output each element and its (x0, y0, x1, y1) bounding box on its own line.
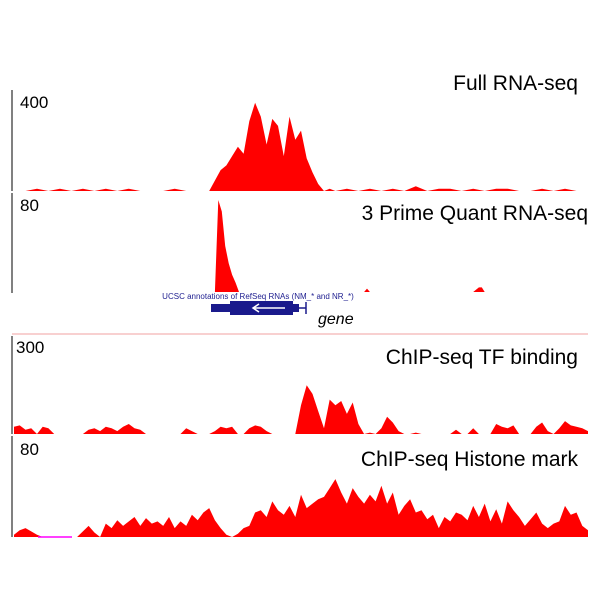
signal-area-track-1 (14, 102, 588, 191)
track-2-max-label: 80 (20, 196, 39, 215)
track-full-rna-seq: Full RNA-seq 400 (11, 72, 588, 191)
track-3-signal (14, 385, 588, 434)
strand-arrow-icon (251, 303, 285, 313)
gene-label: gene (318, 311, 354, 328)
signal-area-track-3 (14, 385, 588, 434)
track-1-signal (14, 102, 588, 191)
gene-utr-left (211, 304, 230, 312)
gene-utr-right (293, 304, 299, 312)
track-3prime-quant-rna-seq: 3 Prime Quant RNA-seq 80 (11, 193, 588, 293)
track-1-max-label: 400 (20, 93, 48, 112)
track-4-title: ChIP-seq Histone mark (361, 448, 579, 471)
track-chip-histone-mark: ChIP-seq Histone mark 80 (11, 436, 588, 538)
track-4-signal (14, 479, 588, 537)
track-4-max-label: 80 (20, 440, 39, 459)
track-chip-tf-binding: ChIP-seq TF binding 300 (11, 336, 588, 434)
gene-annotation-track: UCSC annotations of RefSeq RNAs (NM_* an… (162, 292, 354, 328)
track-3-title: ChIP-seq TF binding (386, 346, 578, 369)
signal-area-track-4 (14, 479, 588, 537)
refseq-annotation-label: UCSC annotations of RefSeq RNAs (NM_* an… (162, 292, 354, 301)
track-1-title: Full RNA-seq (453, 72, 578, 95)
track-3-max-label: 300 (16, 338, 44, 357)
track-2-title: 3 Prime Quant RNA-seq (362, 202, 588, 225)
